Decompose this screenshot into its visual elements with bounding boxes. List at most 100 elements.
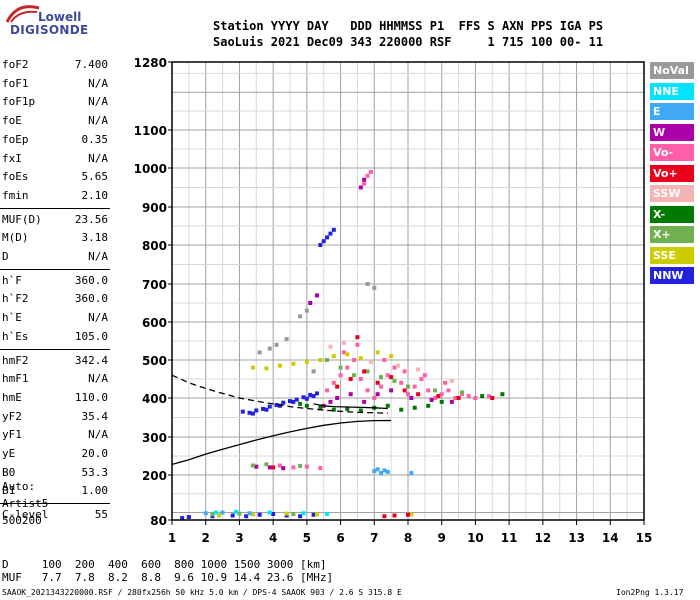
echo-point <box>328 399 333 404</box>
echo-point <box>426 403 431 408</box>
y-tick-label: 400 <box>142 392 167 406</box>
header-line-1: Station YYYY DAY DDD HHMMSS P1 FFS S AXN… <box>213 19 604 33</box>
echo-point <box>432 388 437 393</box>
echo-point <box>345 406 350 411</box>
y-tick-label: 1280 <box>134 56 167 70</box>
param-row-fmin: fmin 2.10 <box>2 187 108 205</box>
param-row-clevel: C-level 55 <box>2 506 108 524</box>
param-key: foF1 <box>2 76 29 90</box>
auto-version: 500200 <box>2 514 42 527</box>
echo-point <box>291 465 296 470</box>
y-tick-label: 700 <box>142 278 167 292</box>
echo-point <box>459 390 464 395</box>
echo-point <box>247 410 252 415</box>
echo-point <box>314 391 319 396</box>
param-row-yf1: yF1 N/A <box>2 426 108 444</box>
param-row-hme: hmE 110.0 <box>2 389 108 407</box>
param-row-fxi: fxI N/A <box>2 150 108 168</box>
echo-point <box>379 471 384 476</box>
legend-item-vo: Vo- <box>650 144 694 161</box>
echo-point <box>311 512 316 517</box>
echo-point <box>308 301 313 305</box>
muf-values-line: MUF 7.7 7.8 8.2 8.8 9.6 10.9 14.4 23.6 [… <box>2 571 334 584</box>
echo-point <box>267 346 272 351</box>
echo-point <box>409 471 414 476</box>
param-key: fxI <box>2 151 22 165</box>
echo-point <box>402 388 407 393</box>
param-row-foe: foE N/A <box>2 112 108 130</box>
echo-point <box>213 510 218 515</box>
echo-point <box>304 464 309 469</box>
echo-point <box>210 512 215 517</box>
echo-point <box>264 462 269 467</box>
param-value: N/A <box>88 311 108 325</box>
echo-point <box>439 392 444 397</box>
echo-point <box>362 369 367 374</box>
echo-point <box>429 397 434 402</box>
echo-point <box>186 515 191 519</box>
echo-point <box>416 367 421 372</box>
trace-solid <box>171 419 392 466</box>
echo-point <box>254 464 259 469</box>
echo-point <box>416 392 421 397</box>
x-tick-label: 5 <box>303 531 311 545</box>
y-axis-ticks: 80 200 300 400 500 600 700 800 900 1000 1100 1280 <box>134 56 172 528</box>
echo-point <box>284 511 289 516</box>
legend-item-noval: NoVal <box>650 62 694 79</box>
echo-point <box>399 380 404 385</box>
echo-point <box>368 169 373 174</box>
echo-point <box>466 394 471 399</box>
param-key: C-level <box>2 508 49 522</box>
echo-point <box>271 512 276 516</box>
param-key: h`F2 <box>2 292 29 306</box>
echo-point <box>250 463 255 468</box>
param-value: 55 <box>94 508 108 522</box>
y-tick-label: 900 <box>142 201 167 215</box>
legend-item-vo: Vo+ <box>650 164 694 182</box>
muf-distance-line: D 100 200 400 600 800 1000 1500 3000 [km… <box>2 558 327 571</box>
auto-artist: Artist5 <box>2 497 49 510</box>
echo-point <box>412 384 417 389</box>
echo-point <box>473 396 478 400</box>
x-tick-label: 1 <box>168 531 176 545</box>
param-key: B1 <box>2 484 16 498</box>
echo-point <box>294 397 299 402</box>
echo-point <box>375 380 380 385</box>
echo-point <box>375 392 380 397</box>
param-row-foes: foEs 5.65 <box>2 168 108 186</box>
echo-point <box>325 235 330 240</box>
program-version: Ion2Png 1.3.17 <box>616 588 684 597</box>
auto-scaling-info: Auto: Artist5 500200 <box>2 478 48 529</box>
param-key: hmF2 <box>2 353 29 367</box>
echo-point <box>328 344 333 349</box>
echo-point <box>237 511 242 516</box>
chart-echo-points <box>180 169 505 521</box>
echo-point <box>348 392 353 397</box>
echo-point <box>500 392 505 397</box>
echo-point <box>409 512 414 517</box>
echo-point <box>392 513 397 518</box>
echo-point <box>301 511 306 516</box>
legend-item-sse: SSE <box>650 246 694 264</box>
echo-point <box>348 377 353 381</box>
echo-point <box>314 512 319 517</box>
echo-point <box>395 363 400 368</box>
echo-point <box>288 399 292 404</box>
echo-point <box>250 512 255 517</box>
echo-point <box>230 513 235 518</box>
echo-point <box>244 514 249 519</box>
x-tick-label: 12 <box>535 531 552 545</box>
y-tick-label: 200 <box>142 469 167 483</box>
echo-point <box>436 394 441 399</box>
echo-point <box>325 358 330 362</box>
echo-point <box>422 373 427 378</box>
header-line-2: SaoLuis 2021 Dec09 343 220000 RSF 1 715 … <box>213 35 604 49</box>
echo-point <box>379 375 384 380</box>
param-key: foEp <box>2 132 29 146</box>
echo-point <box>203 511 208 516</box>
legend-item-nne: NNE <box>650 82 694 100</box>
x-tick-label: 2 <box>202 531 210 545</box>
echo-point <box>318 358 323 362</box>
param-separator <box>0 268 110 270</box>
x-tick-label: 15 <box>636 531 653 545</box>
